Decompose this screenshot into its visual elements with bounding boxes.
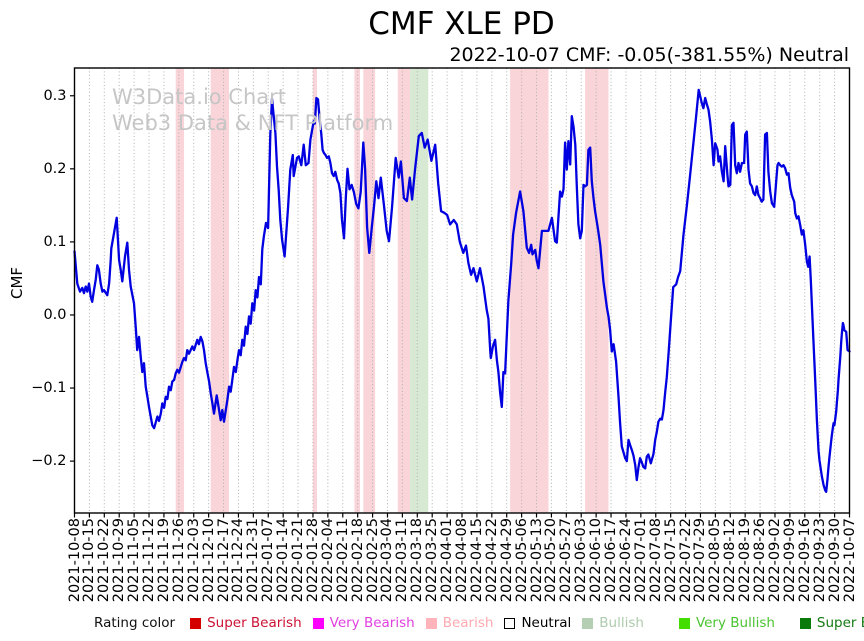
- legend-item-label: Bearish: [442, 615, 494, 631]
- x-tick-label: 2022-10-07: [841, 518, 858, 603]
- x-tick-label: 2022-08-05: [707, 518, 724, 603]
- legend-item-super-bearish: Super Bearish: [190, 615, 302, 631]
- x-tick-label: 2022-03-04: [379, 518, 396, 603]
- x-tick-label: 2022-04-01: [439, 518, 456, 603]
- legend-swatch-icon: [582, 617, 594, 629]
- x-tick-label: 2022-09-23: [811, 518, 828, 603]
- x-tick-label: 2022-02-25: [364, 518, 381, 603]
- legend-item-label: Neutral: [521, 615, 572, 631]
- x-tick-label: 2022-09-16: [796, 518, 813, 603]
- legend-swatch-icon: [425, 617, 437, 629]
- x-tick-label: 2021-12-03: [185, 518, 202, 603]
- x-tick-label: 2022-05-20: [543, 518, 560, 603]
- rating-band-bearish: [354, 68, 361, 513]
- x-tick-label: 2021-10-22: [96, 518, 113, 603]
- legend-swatch-icon: [678, 617, 690, 629]
- x-tick-label: 2022-08-19: [737, 518, 754, 603]
- x-tick-label: 2022-03-11: [394, 518, 411, 603]
- x-tick-label: 2021-11-12: [141, 518, 158, 603]
- y-tick-label: −0.1: [31, 380, 67, 397]
- legend-item-label: Bullish: [599, 615, 644, 631]
- x-tick-label: 2022-03-25: [424, 518, 441, 603]
- x-tick-label: 2022-05-13: [528, 518, 545, 603]
- x-tick-label: 2022-06-10: [588, 518, 605, 603]
- x-tick-label: 2021-12-24: [230, 518, 247, 603]
- x-tick-label: 2022-04-22: [483, 518, 500, 603]
- rating-band-bearish: [210, 68, 230, 513]
- y-tick-label: −0.2: [31, 453, 67, 470]
- x-tick-label: 2022-06-24: [617, 518, 634, 603]
- x-tick-label: 2021-12-10: [200, 518, 217, 603]
- x-tick-label: 2022-07-22: [677, 518, 694, 603]
- x-tick-label: 2022-07-15: [662, 518, 679, 603]
- legend-item-label: Super Bullish: [816, 615, 864, 631]
- x-tick-label: 2022-02-11: [334, 518, 351, 603]
- x-tick-label: 2021-11-26: [170, 518, 187, 603]
- rating-band-bearish: [175, 68, 185, 513]
- x-tick-label: 2022-06-03: [573, 518, 590, 603]
- rating-legend: Rating color Super Bearish Very Bearish Be…: [94, 615, 864, 631]
- legend-swatch-icon: [190, 617, 202, 629]
- x-tick-label: 2021-12-17: [215, 518, 232, 603]
- legend-swatch-icon: [312, 617, 324, 629]
- legend-swatch-icon: [799, 617, 811, 629]
- x-tick-label: 2022-09-30: [826, 518, 843, 603]
- x-tick-label: 2022-01-28: [304, 518, 321, 603]
- legend-item-bearish: Bearish: [425, 615, 494, 631]
- x-tick-label: 2022-07-08: [647, 518, 664, 603]
- x-tick-label: 2022-09-09: [781, 518, 798, 603]
- legend-title: Rating color: [94, 615, 176, 631]
- x-tick-label: 2022-09-02: [766, 518, 783, 603]
- x-tick-label: 2022-01-21: [290, 518, 307, 603]
- legend-item-very-bearish: Very Bearish: [312, 615, 415, 631]
- x-tick-label: 2021-11-19: [155, 518, 172, 603]
- rating-band-bearish: [312, 68, 317, 513]
- legend-item-label: Very Bullish: [695, 615, 775, 631]
- x-tick-label: 2022-06-17: [603, 518, 620, 603]
- rating-band-bearish: [363, 68, 376, 513]
- x-tick-label: 2022-05-27: [558, 518, 575, 603]
- legend-item-very-bullish: Very Bullish: [678, 615, 775, 631]
- x-tick-label: 2022-01-07: [260, 518, 277, 603]
- x-tick-label: 2021-10-15: [81, 518, 98, 603]
- x-tick-label: 2021-10-08: [66, 518, 83, 603]
- x-tick-label: 2022-02-04: [319, 518, 336, 603]
- chart-subtitle: 2022-10-07 CMF: -0.05(-381.55%) Neutral: [449, 44, 849, 66]
- chart-title: CMF XLE PD: [368, 6, 555, 42]
- x-tick-label: 2022-07-29: [692, 518, 709, 603]
- x-tick-label: 2022-08-12: [722, 518, 739, 603]
- x-tick-label: 2022-08-26: [752, 518, 769, 603]
- legend-swatch-icon: [504, 617, 516, 629]
- legend-item-neutral: Neutral: [504, 615, 571, 631]
- y-tick-label: 0.0: [43, 306, 67, 323]
- y-tick-label: 0.2: [43, 160, 67, 177]
- legend-item-bullish: Bullish: [582, 615, 644, 631]
- x-tick-label: 2022-04-29: [498, 518, 515, 603]
- rating-band-bearish: [510, 68, 549, 513]
- axes-spines: [73, 67, 851, 514]
- x-tick-label: 2021-12-31: [245, 518, 262, 603]
- x-tick-label: 2022-01-14: [275, 518, 292, 603]
- x-tick-label: 2022-04-08: [454, 518, 470, 603]
- legend-item-label: Very Bearish: [329, 615, 415, 631]
- x-tick-label: 2021-11-05: [126, 518, 143, 603]
- x-tick-label: 2022-02-18: [349, 518, 366, 603]
- legend-item-super-bullish: Super Bullish: [799, 615, 864, 631]
- y-tick-label: 0.1: [43, 233, 67, 250]
- y-axis-label: CMF: [8, 266, 26, 300]
- y-tick-label: 0.3: [43, 87, 67, 104]
- x-tick-label: 2022-03-18: [409, 518, 426, 603]
- rating-band-bearish: [397, 68, 411, 513]
- x-tick-label: 2022-05-06: [513, 518, 530, 603]
- cmf-line: [73, 88, 851, 493]
- legend-item-label: Super Bearish: [207, 615, 302, 631]
- x-tick-label: 2021-10-29: [111, 518, 128, 603]
- x-tick-label: 2022-04-15: [468, 518, 485, 603]
- x-tick-label: 2022-07-01: [632, 518, 649, 603]
